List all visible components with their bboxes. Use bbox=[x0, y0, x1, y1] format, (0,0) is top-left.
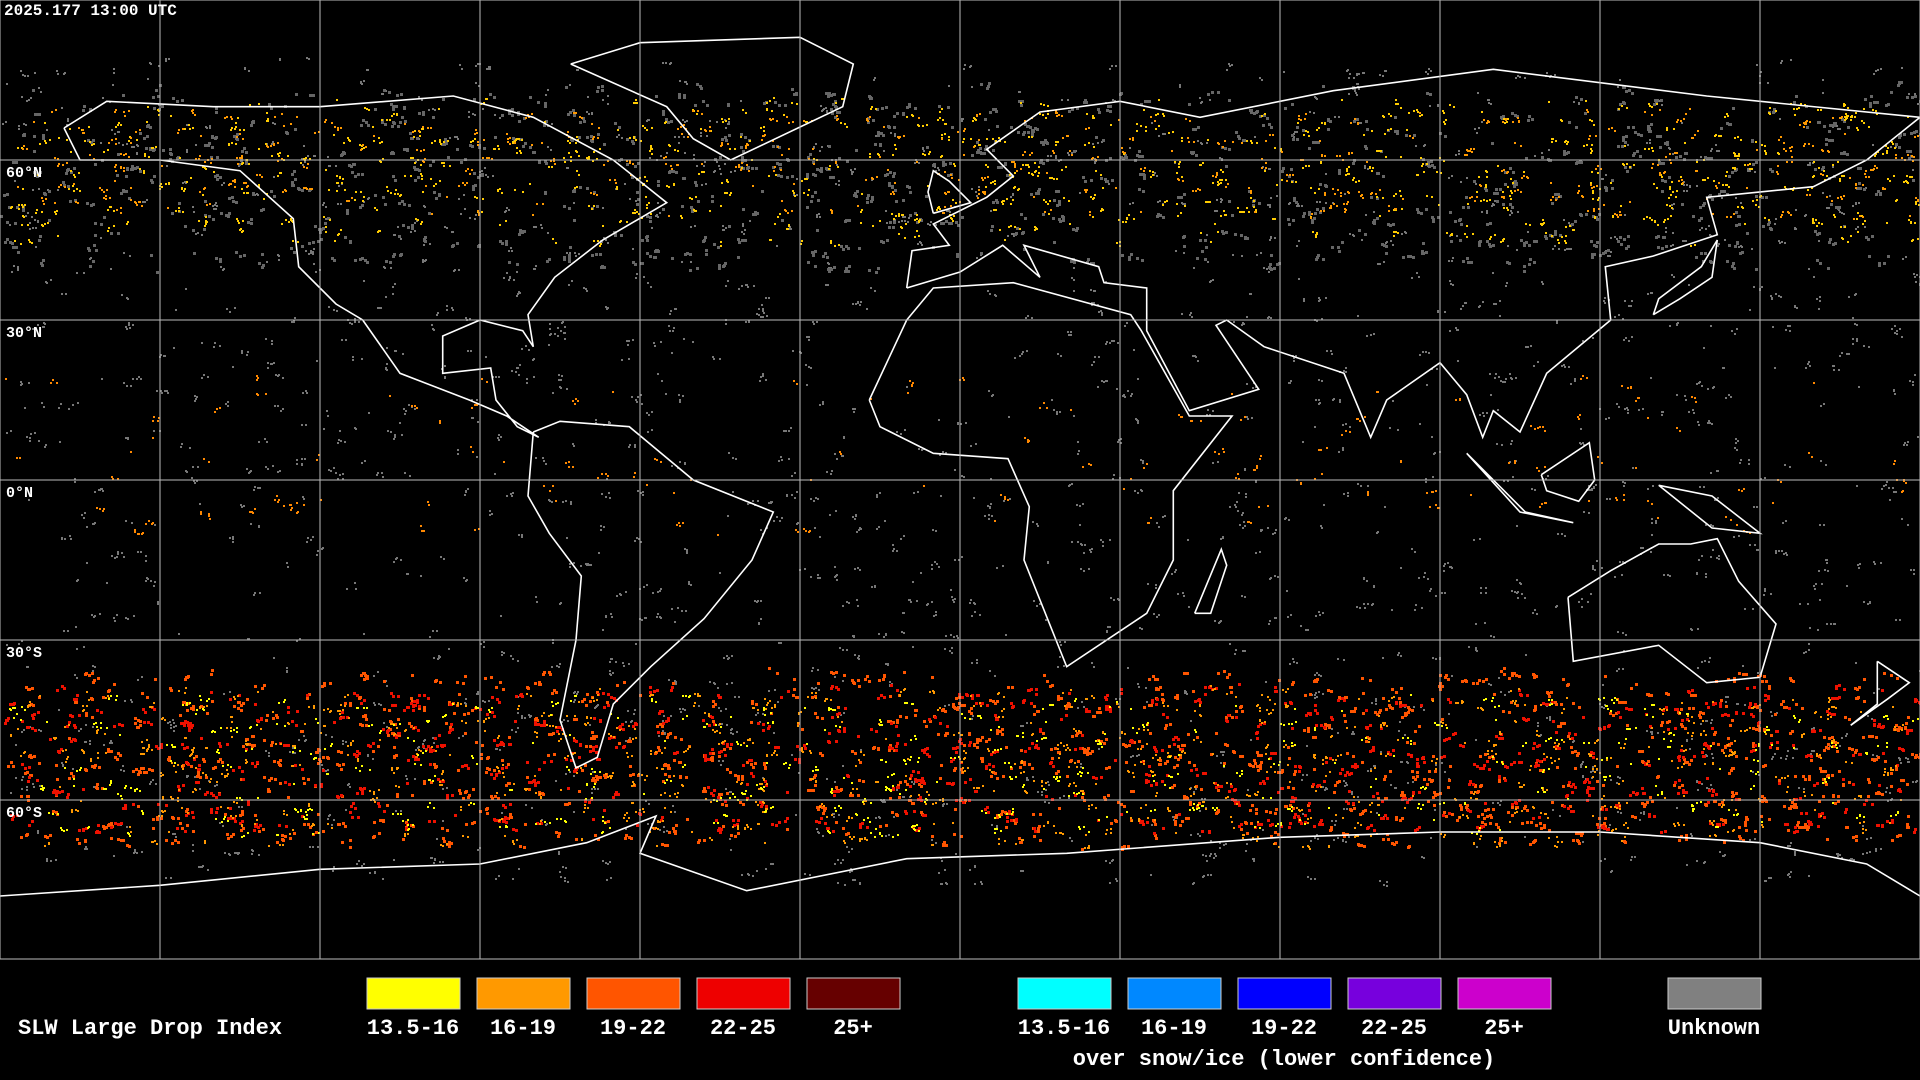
latitude-label: 60°N bbox=[6, 165, 42, 182]
latitude-label: 30°N bbox=[6, 325, 42, 342]
legend-title: SLW Large Drop Index bbox=[18, 1016, 282, 1041]
legend-caption: over snow/ice (lower confidence) bbox=[1073, 1047, 1495, 1072]
legend-label: 19-22 bbox=[600, 1016, 666, 1041]
coastline bbox=[1466, 452, 1574, 524]
latitude-label: 60°S bbox=[6, 805, 42, 822]
latitude-label: 30°S bbox=[6, 645, 42, 662]
cloud-pixels bbox=[4, 683, 1920, 835]
legend-swatch bbox=[1237, 977, 1332, 1010]
coastline bbox=[63, 95, 669, 439]
legend-swatch bbox=[1127, 977, 1222, 1010]
latitude-labels: 60°N 30°N 0°N 30°S 60°S bbox=[6, 165, 42, 822]
legend-swatch bbox=[806, 977, 901, 1010]
coastline bbox=[0, 814, 1920, 897]
legend-swatch bbox=[1457, 977, 1552, 1010]
coastline bbox=[1652, 239, 1719, 316]
legend-swatch bbox=[586, 977, 681, 1010]
legend-swatch bbox=[1347, 977, 1442, 1010]
legend-swatch bbox=[476, 977, 571, 1010]
coastline bbox=[527, 420, 775, 770]
legend-swatch bbox=[366, 977, 461, 1010]
cloud-layer bbox=[0, 57, 1920, 887]
coastline bbox=[570, 36, 855, 161]
legend-label: 16-19 bbox=[1141, 1016, 1207, 1041]
legend-label: 16-19 bbox=[490, 1016, 556, 1041]
latitude-label: 0°N bbox=[6, 485, 33, 502]
legend-label: 13.5-16 bbox=[367, 1016, 459, 1041]
legend-label: 19-22 bbox=[1251, 1016, 1317, 1041]
coastline bbox=[1540, 441, 1596, 503]
timestamp: 2025.177 13:00 UTC bbox=[4, 2, 177, 20]
legend-label: 13.5-16 bbox=[1018, 1016, 1110, 1041]
coastline bbox=[1850, 660, 1911, 726]
coastline bbox=[927, 169, 973, 215]
coastline bbox=[868, 281, 1234, 668]
legend-swatch bbox=[696, 977, 791, 1010]
legend: SLW Large Drop Index 13.5-16 16-19 19-22 22… bbox=[18, 977, 1762, 1072]
legend-label: 25+ bbox=[833, 1016, 873, 1041]
map-frame bbox=[0, 0, 1920, 960]
coastline bbox=[905, 68, 1920, 440]
coastline bbox=[1567, 537, 1777, 684]
legend-swatch bbox=[1667, 977, 1762, 1010]
legend-label: 25+ bbox=[1484, 1016, 1524, 1041]
legend-label: Unknown bbox=[1668, 1016, 1760, 1041]
legend-label: 22-25 bbox=[1361, 1016, 1427, 1041]
coastlines bbox=[0, 36, 1920, 897]
graticule bbox=[0, 0, 1920, 959]
legend-swatch bbox=[1017, 977, 1112, 1010]
cloud-pixels bbox=[10, 685, 1920, 850]
coastline bbox=[1193, 547, 1228, 615]
legend-label: 22-25 bbox=[710, 1016, 776, 1041]
